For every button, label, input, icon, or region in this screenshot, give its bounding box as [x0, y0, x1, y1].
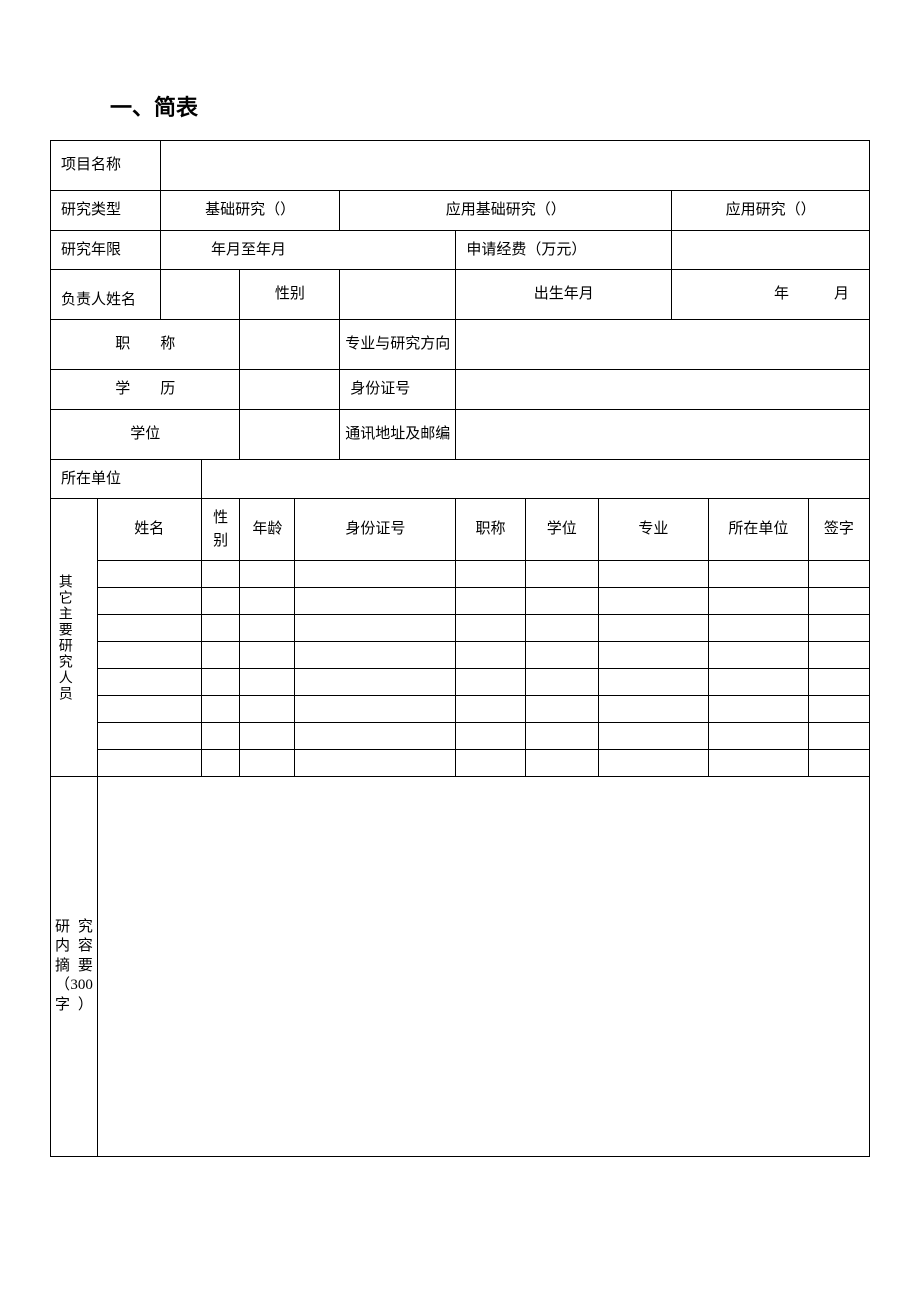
- label-major-direction: 专业与研究方向: [340, 320, 456, 370]
- label-gender: 性别: [240, 270, 340, 320]
- member-header-unit: 所在单位: [708, 499, 808, 561]
- label-affiliation: 所在单位: [51, 459, 202, 499]
- member-row: [51, 696, 870, 723]
- value-job-title: [240, 320, 340, 370]
- value-leader-name: [161, 270, 240, 320]
- label-project-name: 项目名称: [51, 141, 161, 191]
- label-abstract: 研 究 内 容 摘 要（300字）: [51, 777, 98, 1157]
- value-research-period: 年月至年月: [161, 230, 456, 270]
- label-birth-date: 出生年月: [456, 270, 672, 320]
- value-degree: [240, 409, 340, 459]
- value-id-number: [456, 370, 870, 410]
- label-research-period: 研究年限: [51, 230, 161, 270]
- member-row: [51, 642, 870, 669]
- label-address: 通讯地址及邮编: [340, 409, 456, 459]
- value-basic-research: 基础研究（）: [161, 191, 340, 231]
- member-header-age: 年龄: [240, 499, 295, 561]
- value-abstract: [97, 777, 869, 1157]
- value-funding: [672, 230, 870, 270]
- label-job-title: 职 称: [51, 320, 240, 370]
- member-header-degree: 学位: [525, 499, 598, 561]
- label-education: 学 历: [51, 370, 240, 410]
- member-row: [51, 669, 870, 696]
- value-education: [240, 370, 340, 410]
- member-row: [51, 615, 870, 642]
- value-major-direction: [456, 320, 870, 370]
- member-header-gender: 性别: [201, 499, 240, 561]
- label-id-number: 身份证号: [340, 370, 456, 410]
- main-form-table: 项目名称 研究类型 基础研究（） 应用基础研究（） 应用研究（） 研究年限 年月…: [50, 140, 870, 1157]
- value-address: [456, 409, 870, 459]
- value-birth-date: 年 月: [672, 270, 870, 320]
- value-project-name: [161, 141, 870, 191]
- value-applied-basic: 应用基础研究（）: [340, 191, 672, 231]
- member-header-id: 身份证号: [295, 499, 456, 561]
- label-research-type: 研究类型: [51, 191, 161, 231]
- label-funding: 申请经费（万元）: [456, 230, 672, 270]
- label-leader-name: 负责人姓名: [51, 270, 161, 320]
- value-gender: [340, 270, 456, 320]
- section-title: 一、简表: [110, 90, 870, 122]
- member-header-name: 姓名: [97, 499, 201, 561]
- member-row: [51, 750, 870, 777]
- label-other-researchers: 其它主要研究人员: [51, 499, 98, 777]
- label-degree: 学位: [51, 409, 240, 459]
- member-header-major: 专业: [598, 499, 708, 561]
- member-row: [51, 588, 870, 615]
- member-header-title: 职称: [456, 499, 525, 561]
- member-row: [51, 723, 870, 750]
- value-affiliation: [201, 459, 869, 499]
- member-header-signature: 签字: [808, 499, 869, 561]
- member-row: [51, 561, 870, 588]
- value-applied-research: 应用研究（）: [672, 191, 870, 231]
